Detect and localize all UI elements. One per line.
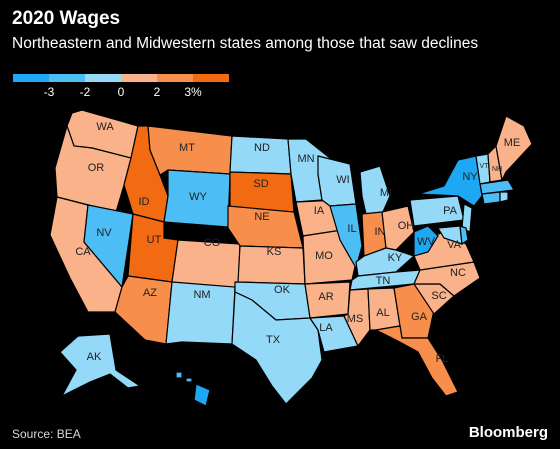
legend-tick: -2	[79, 85, 91, 99]
legend-tick: 0	[117, 85, 125, 99]
label-sd: SD	[253, 178, 268, 190]
label-oh: OH	[398, 220, 415, 232]
state-ct	[481, 191, 501, 205]
label-ny: NY	[462, 171, 478, 183]
label-tn: TN	[376, 275, 391, 287]
label-ks: KS	[267, 246, 282, 258]
label-wa: WA	[96, 121, 114, 133]
state-wy	[163, 169, 231, 228]
label-nh: NH	[492, 166, 502, 173]
label-nd: ND	[254, 142, 270, 154]
label-me: ME	[504, 137, 521, 149]
chart-subtitle: Northeastern and Midwestern states among…	[12, 35, 479, 52]
state-de	[459, 225, 469, 246]
label-pa: PA	[443, 205, 458, 217]
label-ga: GA	[411, 311, 428, 323]
label-nm: NM	[193, 289, 210, 301]
legend-ticks: -3 -2 0 2 3%	[13, 85, 213, 101]
label-mo: MO	[315, 250, 333, 262]
state-nj	[461, 203, 473, 233]
legend-swatch-light-orange	[121, 74, 157, 82]
label-mt: MT	[179, 142, 195, 154]
legend-tick: 3%	[184, 85, 202, 99]
state-ak	[59, 333, 142, 398]
label-id: ID	[139, 196, 150, 208]
state-ut	[127, 213, 179, 283]
label-wy: WY	[189, 191, 207, 203]
label-il: IL	[347, 223, 356, 235]
color-legend: -3 -2 0 2 3%	[13, 74, 229, 101]
label-wi: WI	[336, 174, 349, 186]
label-or: OR	[88, 162, 105, 174]
state-hi-3	[193, 383, 211, 407]
legend-swatch-mid-blue	[49, 74, 85, 82]
chart-title: 2020 Wages	[12, 8, 121, 29]
label-fl: FL	[436, 353, 449, 365]
state-tx	[231, 291, 323, 405]
label-ut: UT	[147, 234, 162, 246]
legend-swatch-light-blue	[85, 74, 121, 82]
state-ri	[499, 191, 509, 203]
label-ar: AR	[318, 291, 333, 303]
state-il	[329, 203, 363, 270]
state-wv	[413, 225, 439, 257]
state-oh	[381, 205, 415, 251]
state-fl	[374, 325, 459, 397]
label-ak: AK	[87, 351, 102, 363]
label-va: VA	[447, 239, 462, 251]
label-wv: WV	[417, 236, 435, 248]
legend-swatch-dark-orange	[193, 74, 229, 82]
label-la: LA	[319, 322, 333, 334]
legend-tick: -3	[43, 85, 55, 99]
label-mn: MN	[297, 153, 314, 165]
legend-swatch-mid-orange	[157, 74, 193, 82]
state-me	[495, 115, 533, 182]
legend-tick: 2	[153, 85, 161, 99]
legend-bar	[13, 74, 229, 82]
state-nm	[165, 281, 236, 345]
label-az: AZ	[143, 287, 157, 299]
label-ca: CA	[75, 246, 91, 258]
source-note: Source: BEA	[12, 427, 81, 441]
label-ms: MS	[347, 313, 364, 325]
label-nv: NV	[96, 227, 112, 239]
label-al: AL	[376, 307, 389, 319]
label-ky: KY	[388, 252, 403, 264]
label-sc: SC	[431, 290, 446, 302]
brand-logo: Bloomberg	[468, 424, 548, 441]
state-ma	[479, 179, 515, 195]
label-co: CO	[204, 237, 221, 249]
label-mi: MI	[380, 187, 392, 199]
label-ok: OK	[274, 284, 291, 296]
label-in: IN	[375, 226, 386, 238]
label-ia: IA	[314, 205, 325, 217]
state-la	[308, 315, 359, 353]
label-nc: NC	[450, 267, 466, 279]
legend-swatch-dark-blue	[13, 74, 49, 82]
state-hi-2	[185, 377, 193, 383]
label-vt: VT	[480, 163, 490, 170]
state-hi-1	[175, 371, 183, 379]
label-tx: TX	[266, 334, 281, 346]
label-ne: NE	[254, 211, 269, 223]
